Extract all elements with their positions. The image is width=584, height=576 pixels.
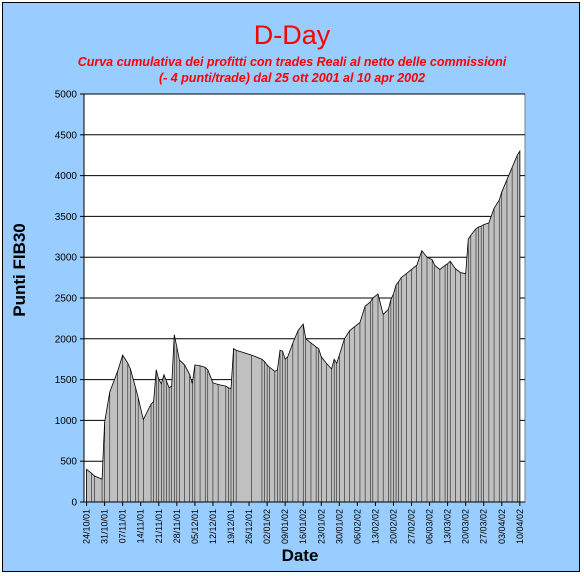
x-tick-label: 06/02/02	[352, 509, 362, 544]
y-tick-label: 2500	[55, 294, 78, 305]
x-tick-label: 28/11/01	[172, 509, 182, 543]
x-tick-label: 10/04/02	[515, 509, 525, 544]
x-tick-label: 13/03/02	[443, 509, 453, 544]
y-tick-label: 1000	[55, 416, 78, 427]
x-tick-label: 14/11/01	[136, 509, 146, 543]
y-tick-label: 3000	[55, 253, 78, 264]
x-tick-label: 13/02/02	[370, 509, 380, 544]
chart-title: D-Day	[254, 20, 331, 50]
x-tick-label: 03/04/02	[497, 509, 507, 544]
y-tick-label: 3500	[55, 212, 78, 223]
x-axis-label: Date	[282, 546, 319, 565]
y-axis: 0 500 1000 1500 2000 2500 3000 3500 4000 4500 5000	[55, 90, 85, 509]
x-tick-label: 20/02/02	[388, 509, 398, 544]
x-tick-label: 06/03/02	[425, 509, 435, 544]
x-tick-label: 27/02/02	[407, 509, 417, 544]
y-tick-label: 2000	[55, 334, 78, 345]
x-tick-label: 24/10/01	[82, 509, 92, 544]
y-tick-label: 5000	[55, 90, 78, 101]
x-tick-label: 30/01/02	[334, 509, 344, 544]
x-tick-label: 19/12/01	[226, 509, 236, 544]
chart-subtitle-line-2: (- 4 punti/trade) dal 25 ott 2001 al 10 …	[159, 71, 425, 85]
series-layer	[86, 149, 521, 503]
chart-subtitle-line-1: Curva cumulativa dei profitti con trades…	[78, 55, 507, 69]
x-tick-label: 21/11/01	[154, 509, 164, 543]
x-tick-label: 12/12/01	[208, 509, 218, 544]
x-axis: 24/10/01 31/10/01 07/11/01 14/11/01 21/11/01…	[82, 501, 525, 544]
x-tick-label: 31/10/01	[100, 509, 110, 544]
x-tick-label: 02/01/02	[262, 509, 272, 544]
y-tick-label: 0	[71, 498, 77, 509]
y-tick-label: 4500	[55, 130, 78, 141]
x-tick-label: 07/11/01	[118, 509, 128, 543]
x-tick-label: 05/12/01	[190, 509, 200, 544]
x-tick-label: 26/12/01	[244, 509, 254, 544]
x-tick-label: 09/01/02	[280, 509, 290, 544]
y-axis-label: Punti FIB30	[10, 223, 29, 317]
y-tick-label: 1500	[55, 375, 78, 386]
x-tick-label: 23/01/02	[316, 509, 326, 544]
x-tick-label: 27/03/02	[479, 509, 489, 544]
x-tick-label: 20/03/02	[461, 509, 471, 544]
y-tick-label: 4000	[55, 171, 78, 182]
y-tick-label: 500	[60, 457, 77, 468]
x-tick-label: 16/01/02	[298, 509, 308, 544]
